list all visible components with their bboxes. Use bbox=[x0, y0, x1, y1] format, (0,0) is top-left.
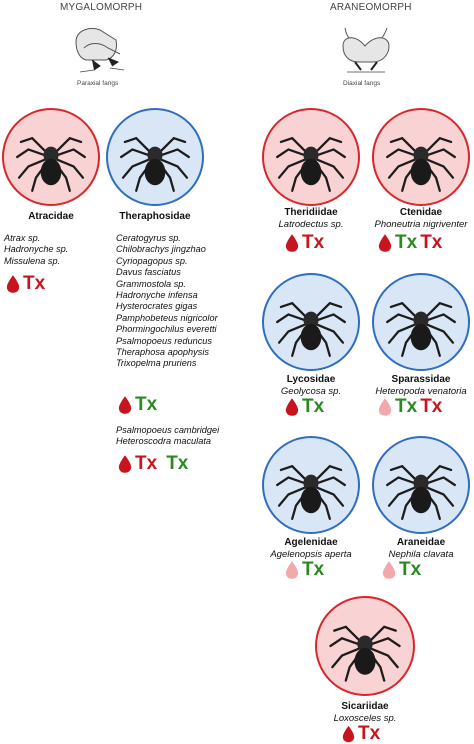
ctenidae-family-name: Ctenidae bbox=[399, 207, 443, 218]
araneidae-toxin-row: Tx bbox=[382, 560, 421, 580]
theraphosidae-toxin-row-a: Tx bbox=[118, 395, 157, 415]
sparassidae-spider-icon bbox=[374, 275, 468, 369]
sparassidae-family-name: Sparassidae bbox=[391, 374, 451, 385]
tx-label: Tx bbox=[399, 559, 422, 580]
species-item: Psalmopoeus reduncus bbox=[116, 335, 213, 346]
species-item: Theraphosa apophysis bbox=[116, 347, 209, 358]
tx-label: Tx bbox=[166, 453, 189, 474]
theraphosidae-spider-icon bbox=[108, 110, 202, 204]
blood-drop-icon bbox=[118, 395, 132, 415]
blood-drop-icon bbox=[285, 397, 299, 417]
sicariidae-toxin-row: Tx bbox=[342, 724, 380, 744]
ctenidae-circle bbox=[372, 108, 470, 206]
theraphosidae-circle bbox=[106, 108, 204, 206]
atracidae-spider-icon bbox=[4, 110, 98, 204]
species-item: Trixopelma pruriens bbox=[116, 358, 197, 369]
species-item: Pamphobeteus nigricolor bbox=[116, 312, 218, 323]
agelenidae-family-name: Agelenidae bbox=[284, 537, 338, 548]
sicariidae-spider-icon bbox=[317, 598, 413, 694]
theridiidae-toxin-row: Tx bbox=[285, 233, 324, 253]
paraxial-fang-diagram bbox=[75, 28, 125, 73]
paraxial-caption: Paraxial fangs bbox=[77, 80, 119, 87]
tx-label: Tx bbox=[23, 273, 46, 294]
tx-label: Tx bbox=[135, 453, 158, 474]
lycosidae-spider-icon bbox=[264, 275, 358, 369]
ctenidae-toxin-row: Tx Tx bbox=[378, 233, 442, 253]
diaxial-caption: Diaxial fangs bbox=[343, 80, 381, 87]
tx-label: Tx bbox=[395, 232, 418, 253]
blood-drop-icon bbox=[378, 397, 392, 417]
species-item: Ceratogyrus sp. bbox=[116, 233, 181, 243]
theridiidae-spider-icon bbox=[264, 110, 358, 204]
araneidae-family-name: Araneidae bbox=[396, 537, 446, 548]
araneidae-species: Nephila clavata bbox=[388, 549, 454, 560]
species-item: Missulena sp. bbox=[4, 255, 61, 266]
ctenidae-species: Phoneutria nigriventer bbox=[374, 219, 468, 230]
sparassidae-circle bbox=[372, 273, 470, 371]
species-item: Psalmopoeus cambridgei bbox=[116, 425, 220, 435]
sicariidae-species: Loxosceles sp. bbox=[333, 713, 397, 724]
blood-drop-icon bbox=[378, 233, 392, 253]
blood-drop-icon bbox=[382, 560, 396, 580]
species-item: Cyriopagopus sp. bbox=[116, 255, 188, 266]
species-item: Heteroscodra maculata bbox=[116, 436, 211, 447]
atracidae-circle bbox=[2, 108, 100, 206]
theraphosidae-family-name: Theraphosidae bbox=[119, 211, 191, 222]
lycosidae-toxin-row: Tx bbox=[285, 397, 324, 417]
blood-drop-icon bbox=[342, 725, 355, 743]
blood-drop-icon bbox=[6, 274, 20, 294]
araneidae-spider-icon bbox=[374, 438, 468, 532]
mygalomorph-header: MYGALOMORPH bbox=[60, 2, 143, 13]
sicariidae-family-name: Sicariidae bbox=[341, 701, 389, 712]
theridiidae-circle bbox=[262, 108, 360, 206]
tx-label: Tx bbox=[302, 232, 325, 253]
tx-label: Tx bbox=[420, 232, 443, 253]
atracidae-species-list: Atrax sp. Hadronyche sp. Missulena sp. bbox=[4, 233, 68, 267]
lycosidae-family-name: Lycosidae bbox=[286, 374, 336, 385]
sicariidae-circle bbox=[315, 596, 415, 696]
species-item: Hadronyche sp. bbox=[4, 244, 69, 255]
agelenidae-circle bbox=[262, 436, 360, 534]
species-item: Davus fasciatus bbox=[116, 267, 181, 278]
theraphosidae-species-list-a: Ceratogyrus sp. Chilobrachys jingzhao Cy… bbox=[116, 233, 218, 370]
ctenidae-spider-icon bbox=[374, 110, 468, 204]
species-item: Atrax sp. bbox=[4, 233, 41, 243]
species-item: Phormingochilus everetti bbox=[116, 324, 217, 335]
agelenidae-spider-icon bbox=[264, 438, 358, 532]
theridiidae-family-name: Theridiidae bbox=[284, 207, 338, 218]
tx-label: Tx bbox=[302, 396, 325, 417]
blood-drop-icon bbox=[285, 560, 299, 580]
tx-label: Tx bbox=[420, 396, 443, 417]
araneidae-circle bbox=[372, 436, 470, 534]
sparassidae-species: Heteropoda venatoria bbox=[375, 386, 467, 397]
theridiidae-species: Latrodectus sp. bbox=[278, 219, 344, 230]
blood-drop-icon bbox=[285, 233, 299, 253]
agelenidae-species: Agelenopsis aperta bbox=[270, 549, 352, 560]
sparassidae-toxin-row: Tx Tx bbox=[378, 397, 442, 417]
diaxial-fang-diagram bbox=[342, 27, 390, 73]
lycosidae-species: Geolycosa sp. bbox=[280, 386, 342, 397]
lycosidae-circle bbox=[262, 273, 360, 371]
theraphosidae-species-list-b: Psalmopoeus cambridgei Heteroscodra macu… bbox=[116, 425, 219, 448]
species-item: Grammostola sp. bbox=[116, 278, 186, 289]
atracidae-family-name: Atracidae bbox=[28, 211, 74, 222]
theraphosidae-toxin-row-b: Tx Tx bbox=[118, 454, 188, 474]
tx-label: Tx bbox=[135, 394, 158, 415]
tx-label: Tx bbox=[395, 396, 418, 417]
species-item: Hysterocrates gigas bbox=[116, 301, 198, 312]
blood-drop-icon bbox=[118, 454, 132, 474]
species-item: Chilobrachys jingzhao bbox=[116, 244, 206, 255]
atracidae-toxin-row: Tx bbox=[6, 274, 45, 294]
araneomorph-header: ARANEOMORPH bbox=[330, 2, 412, 13]
tx-label: Tx bbox=[302, 559, 325, 580]
species-item: Hadronyche infensa bbox=[116, 290, 198, 301]
agelenidae-toxin-row: Tx bbox=[285, 560, 324, 580]
tx-label: Tx bbox=[358, 723, 381, 744]
